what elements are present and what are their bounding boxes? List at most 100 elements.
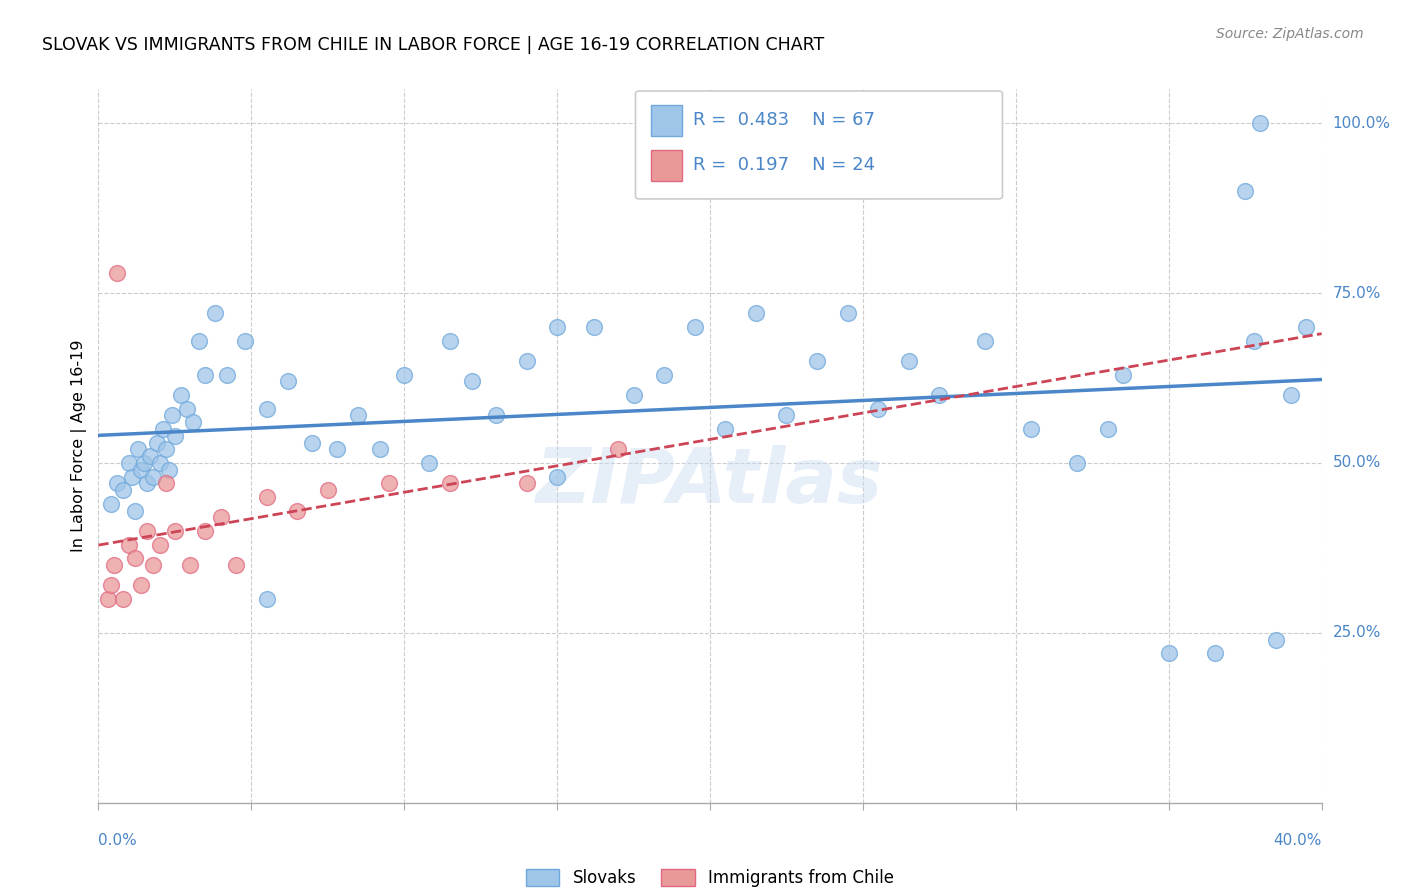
- Point: [118, 456, 141, 470]
- Point: [188, 334, 211, 348]
- Point: [155, 442, 177, 457]
- Point: [439, 476, 461, 491]
- Point: [194, 524, 217, 538]
- Point: [136, 524, 159, 538]
- Point: [121, 469, 143, 483]
- Text: 75.0%: 75.0%: [1333, 285, 1381, 301]
- Point: [149, 537, 172, 551]
- Point: [326, 442, 349, 457]
- Point: [233, 334, 256, 348]
- Text: SLOVAK VS IMMIGRANTS FROM CHILE IN LABOR FORCE | AGE 16-19 CORRELATION CHART: SLOVAK VS IMMIGRANTS FROM CHILE IN LABOR…: [42, 36, 824, 54]
- Point: [868, 401, 890, 416]
- Point: [136, 476, 159, 491]
- Point: [775, 409, 797, 423]
- Point: [897, 354, 920, 368]
- Point: [256, 490, 278, 504]
- Point: [139, 449, 162, 463]
- Point: [607, 442, 630, 457]
- Point: [124, 503, 146, 517]
- Point: [160, 409, 183, 423]
- Point: [683, 320, 706, 334]
- Point: [928, 388, 950, 402]
- Point: [163, 429, 186, 443]
- Point: [1243, 334, 1265, 348]
- Point: [127, 442, 149, 457]
- Point: [111, 483, 134, 498]
- Point: [392, 368, 416, 382]
- Text: 50.0%: 50.0%: [1333, 456, 1381, 470]
- Point: [347, 409, 370, 423]
- Point: [1019, 422, 1042, 436]
- Point: [316, 483, 339, 498]
- Point: [1066, 456, 1088, 470]
- Point: [157, 463, 180, 477]
- Point: [546, 320, 568, 334]
- Point: [105, 266, 128, 280]
- Point: [806, 354, 828, 368]
- Point: [176, 401, 198, 416]
- Point: [546, 469, 568, 483]
- Point: [1157, 646, 1180, 660]
- Point: [170, 388, 193, 402]
- Point: [105, 476, 128, 491]
- Point: [368, 442, 391, 457]
- Point: [1264, 632, 1286, 647]
- Point: [111, 591, 134, 606]
- Point: [277, 375, 299, 389]
- Point: [301, 435, 323, 450]
- Point: [256, 591, 278, 606]
- Point: [129, 578, 152, 592]
- Y-axis label: In Labor Force | Age 16-19: In Labor Force | Age 16-19: [72, 340, 87, 552]
- Point: [1097, 422, 1119, 436]
- Text: 0.0%: 0.0%: [98, 833, 138, 848]
- Point: [179, 558, 201, 572]
- Point: [145, 435, 167, 450]
- Text: 40.0%: 40.0%: [1274, 833, 1322, 848]
- Point: [714, 422, 737, 436]
- Point: [745, 306, 768, 320]
- Text: 25.0%: 25.0%: [1333, 625, 1381, 640]
- Point: [1204, 646, 1226, 660]
- Point: [582, 320, 605, 334]
- Point: [194, 368, 217, 382]
- Point: [974, 334, 997, 348]
- Point: [1250, 116, 1272, 130]
- Point: [1112, 368, 1135, 382]
- Point: [134, 456, 156, 470]
- Point: [652, 368, 675, 382]
- Point: [516, 476, 538, 491]
- Point: [152, 422, 174, 436]
- Point: [163, 524, 186, 538]
- Text: Source: ZipAtlas.com: Source: ZipAtlas.com: [1216, 27, 1364, 41]
- Point: [837, 306, 859, 320]
- Text: R =  0.483    N = 67: R = 0.483 N = 67: [693, 112, 875, 129]
- Point: [142, 469, 165, 483]
- Point: [623, 388, 645, 402]
- Point: [181, 415, 204, 429]
- Point: [215, 368, 238, 382]
- Point: [256, 401, 278, 416]
- Point: [1295, 320, 1317, 334]
- Point: [439, 334, 461, 348]
- Point: [118, 537, 141, 551]
- Text: ZIPAtlas: ZIPAtlas: [536, 445, 884, 518]
- Point: [100, 497, 122, 511]
- Point: [97, 591, 120, 606]
- Point: [204, 306, 226, 320]
- Point: [103, 558, 125, 572]
- Point: [1279, 388, 1302, 402]
- Point: [100, 578, 122, 592]
- Point: [124, 551, 146, 566]
- Point: [129, 463, 152, 477]
- Point: [485, 409, 508, 423]
- Point: [225, 558, 247, 572]
- Point: [149, 456, 172, 470]
- Point: [516, 354, 538, 368]
- Point: [1234, 184, 1257, 198]
- Point: [460, 375, 482, 389]
- Legend: Slovaks, Immigrants from Chile: Slovaks, Immigrants from Chile: [526, 869, 894, 888]
- Point: [142, 558, 165, 572]
- Point: [418, 456, 440, 470]
- Point: [285, 503, 308, 517]
- Text: R =  0.197    N = 24: R = 0.197 N = 24: [693, 156, 876, 174]
